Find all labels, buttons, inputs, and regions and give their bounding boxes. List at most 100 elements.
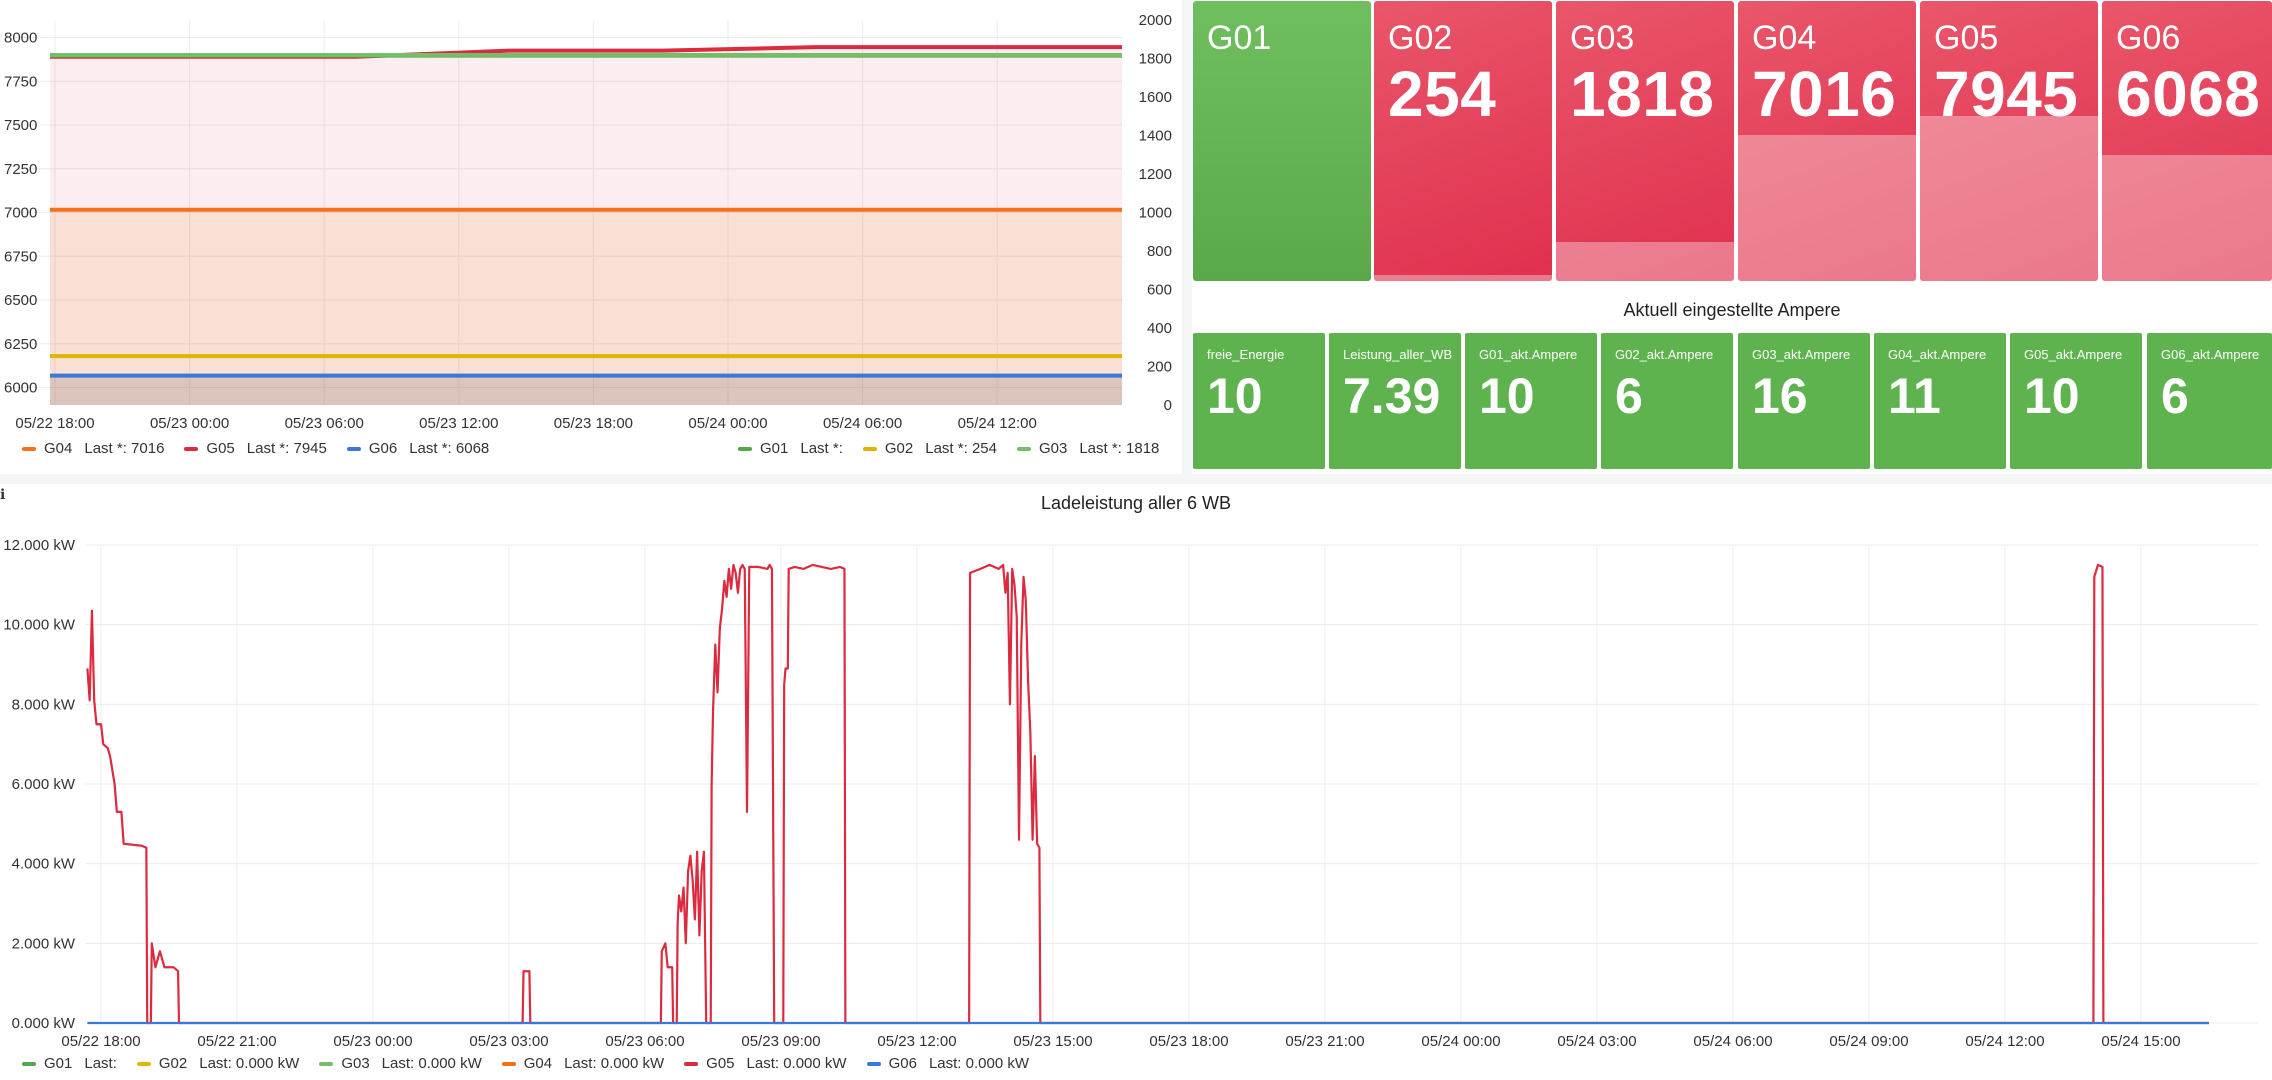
stat-tile-fill-bar (1556, 241, 1734, 281)
y-left-tick-label: 7750 (4, 73, 37, 90)
legend-item-g03[interactable]: G03 Last *: 1818 (1016, 440, 1160, 457)
legend-item-g01[interactable]: G01 Last: (22, 1055, 117, 1072)
legend-swatch (862, 446, 877, 451)
ampere-tile-label: G02_akt.Ampere (1615, 347, 1714, 362)
stat-tile-g05[interactable]: G05 7945 (1920, 1, 2098, 281)
legend-swatch (319, 1061, 334, 1066)
x-tick-label: 05/23 09:00 (741, 1033, 820, 1050)
ampere-tile-g05-akt-ampere[interactable]: G05_akt.Ampere 10 (2010, 333, 2142, 469)
y-left-tick-label: 6500 (4, 292, 37, 309)
x-tick-label: 05/24 09:00 (1829, 1033, 1908, 1050)
stat-tile-value: 254 (1388, 58, 1497, 130)
x-tick-label: 05/22 18:00 (61, 1033, 140, 1050)
legend-name: G02 (158, 1055, 188, 1072)
stat-tile-value: 7945 (1934, 58, 2079, 130)
y-right-tick-label: 1400 (1139, 128, 1172, 145)
stat-tile-g06[interactable]: G06 6068 (2102, 1, 2272, 281)
legend-last-value: Last *: 7945 (246, 440, 327, 457)
legend-item-g05[interactable]: G05 Last: 0.000 kW (684, 1055, 847, 1072)
top-chart-panel: 6000 6250 6500 6750 7000 7250 7500 7750 8000 0 200… (0, 0, 1182, 474)
x-tick-label: 05/23 18:00 (554, 415, 633, 432)
legend-name: G06 (368, 440, 398, 457)
legend-name: G01 (760, 440, 789, 457)
y-left-tick-label: 6250 (4, 336, 37, 353)
stat-tile-fill-bar (2102, 155, 2272, 281)
ampere-tile-value: 16 (1752, 368, 1808, 424)
ampere-tile-g02-akt-ampere[interactable]: G02_akt.Ampere 6 (1601, 333, 1733, 469)
y-left-tick-label: 7250 (4, 161, 37, 178)
x-tick-label: 05/23 15:00 (1013, 1033, 1092, 1050)
y-right-tick-label: 1800 (1139, 51, 1172, 68)
x-tick-label: 05/24 03:00 (1557, 1033, 1636, 1050)
y-left-tick-label: 6750 (4, 248, 37, 265)
stat-tile-title: G06 (2116, 19, 2181, 57)
x-tick-label: 05/23 06:00 (605, 1033, 684, 1050)
x-tick-label: 05/23 12:00 (419, 415, 498, 432)
y-right-tick-label: 1600 (1139, 89, 1172, 106)
y-right-tick-label: 1000 (1139, 205, 1172, 222)
legend-item-g06[interactable]: G06 Last *: 6068 (346, 440, 489, 457)
stat-tile-fill-bar (1920, 115, 2098, 281)
ampere-tile-g01-akt-ampere[interactable]: G01_akt.Ampere 10 (1465, 333, 1597, 469)
y-left-tick-label: 8000 (4, 30, 37, 47)
stat-tile-g01[interactable]: G01 (1193, 1, 1371, 281)
y-right-tick-label: 600 (1147, 282, 1172, 299)
y-left-tick-label: 7500 (4, 117, 37, 134)
ampere-tile-label: G06_akt.Ampere (2161, 347, 2260, 362)
stat-tile-g04[interactable]: G04 7016 (1738, 1, 1916, 281)
stat-tile-value: 1818 (1570, 58, 1715, 130)
ampere-tile-g03-akt-ampere[interactable]: G03_akt.Ampere 16 (1738, 333, 1870, 469)
row-divider (0, 474, 2272, 484)
ampere-tile-g04-akt-ampere[interactable]: G04_akt.Ampere 11 (1874, 333, 2006, 469)
stat-tile-g02[interactable]: G02 254 (1374, 1, 1552, 281)
legend-item-g04[interactable]: G04 Last *: 7016 (22, 440, 164, 457)
ampere-tile-label: freie_Energie (1207, 347, 1285, 362)
legend-swatch (684, 1061, 699, 1066)
legend-item-g02[interactable]: G02 Last *: 254 (862, 440, 997, 457)
top-chart-legend-right: G01 Last *: G02 Last *: 254 G03 Last *: 1818 (738, 440, 1179, 457)
series-line-g05 (86, 563, 2209, 1025)
legend-last-value: Last: 0.000 kW (928, 1055, 1029, 1072)
ampere-tile-value: 10 (2024, 368, 2080, 424)
legend-item-g06[interactable]: G06 Last: 0.000 kW (866, 1055, 1029, 1072)
legend-last-value: Last: 0.000 kW (199, 1055, 300, 1072)
y-right-tick-label: 400 (1147, 320, 1172, 337)
ampere-tile-leistung-aller-wb[interactable]: Leistung_aller_WB 7.39 (1329, 333, 1461, 469)
stat-tile-value: 6068 (2116, 58, 2261, 130)
y-right-tick-label: 1200 (1139, 166, 1172, 183)
legend-item-g02[interactable]: G02 Last: 0.000 kW (136, 1055, 300, 1072)
y-left-tick-label: 7000 (4, 205, 37, 222)
ampere-tile-label: Leistung_aller_WB (1343, 347, 1453, 362)
stat-tile-title: G02 (1388, 19, 1453, 57)
ampere-tile-label: G03_akt.Ampere (1752, 347, 1851, 362)
ampere-tile-value: 10 (1479, 368, 1535, 424)
legend-last-value: Last *: 7016 (84, 440, 165, 457)
legend-item-g01[interactable]: G01 Last *: (738, 440, 843, 457)
info-icon[interactable]: ℹ (0, 486, 6, 502)
legend-last-value: Last *: 254 (925, 440, 997, 457)
stat-tile-g03[interactable]: G03 1818 (1556, 1, 1734, 281)
y-right-tick-label: 200 (1147, 359, 1172, 376)
x-tick-label: 05/22 21:00 (197, 1033, 276, 1050)
ampere-tile-value: 6 (2161, 368, 2189, 424)
x-tick-label: 05/24 06:00 (1693, 1033, 1772, 1050)
y-tick-label: 12.000 kW (3, 537, 76, 554)
ampere-tile-g06-akt-ampere[interactable]: G06_akt.Ampere 6 (2147, 333, 2272, 469)
ampere-tile-label: G05_akt.Ampere (2024, 347, 2123, 362)
area-g05 (50, 47, 1122, 405)
y-tick-label: 0.000 kW (12, 1015, 76, 1032)
area-g06 (50, 375, 1122, 405)
x-tick-label: 05/24 15:00 (2101, 1033, 2180, 1050)
ampere-tile-freie-energie[interactable]: freie_Energie 10 (1193, 333, 1325, 469)
x-tick-label: 05/23 00:00 (150, 415, 229, 432)
top-chart[interactable]: 6000 6250 6500 6750 7000 7250 7500 7750 8000 0 200… (0, 0, 1182, 474)
legend-swatch (866, 1061, 881, 1066)
stat-tile-title: G01 (1207, 19, 1272, 57)
bottom-chart[interactable]: 0.000 kW 2.000 kW 4.000 kW 6.000 kW 8.000 kW… (0, 520, 2272, 1080)
legend-item-g03[interactable]: G03 Last: 0.000 kW (319, 1055, 482, 1072)
stat-tile-value: 7016 (1752, 58, 1897, 130)
legend-last-value: Last *: 1818 (1079, 440, 1160, 457)
legend-item-g05[interactable]: G05 Last *: 7945 (184, 440, 327, 457)
ampere-tile-value: 10 (1207, 368, 1263, 424)
legend-item-g04[interactable]: G04 Last: 0.000 kW (501, 1055, 664, 1072)
